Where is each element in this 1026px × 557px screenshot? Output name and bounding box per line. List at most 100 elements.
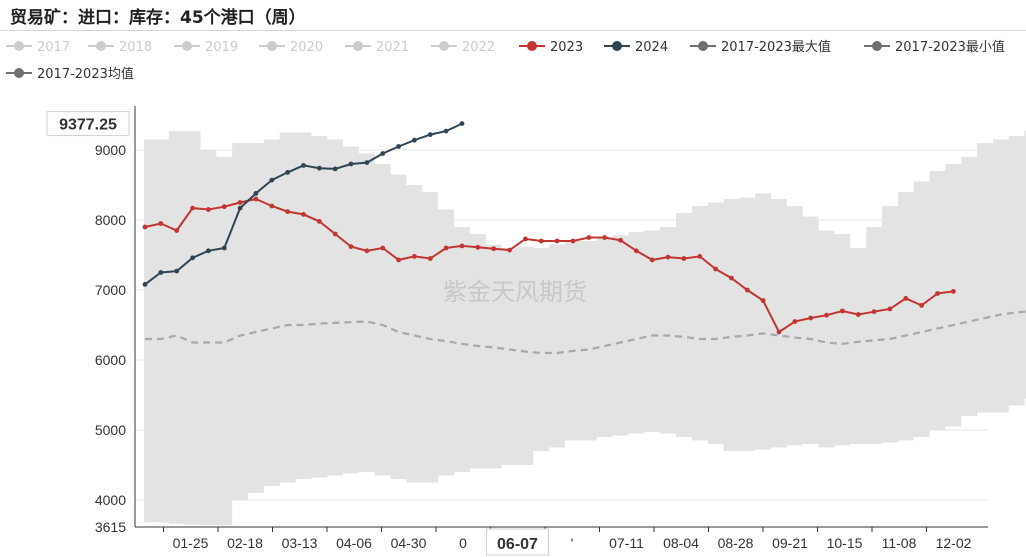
data-point <box>871 309 877 315</box>
data-point <box>332 231 338 237</box>
legend-item[interactable]: 2020 <box>259 40 323 55</box>
axis-pointer-x-label: 06-07 <box>497 536 538 553</box>
data-point <box>665 254 671 260</box>
legend-swatch-marker <box>182 41 192 51</box>
legend-label: 2021 <box>376 40 409 55</box>
legend-swatch-marker <box>872 41 882 51</box>
legend-swatch-marker <box>439 41 449 51</box>
legend-item[interactable]: 2017-2023最小值 <box>864 39 1005 55</box>
x-tick-label: 02-18 <box>227 535 263 551</box>
data-point <box>760 298 766 303</box>
y-tick-label: 4000 <box>95 492 126 508</box>
x-tick-label: 0 <box>459 535 467 551</box>
x-tick-label: 09-21 <box>772 535 808 551</box>
legend-item[interactable]: 2021 <box>345 40 409 55</box>
data-point <box>523 236 528 242</box>
data-point <box>792 319 798 324</box>
axis-pointer: 9377.25 06-07 <box>46 111 549 556</box>
legend-label: 2019 <box>205 40 238 55</box>
axes: 3615 4000 5000 6000 7000 8000 9000 01-25 02-18 03… <box>95 106 988 551</box>
x-tick-label: ' <box>571 535 574 551</box>
data-point <box>554 238 560 244</box>
data-point <box>729 275 734 281</box>
range-band <box>144 130 1026 526</box>
series-line-average <box>145 310 1026 355</box>
data-point <box>285 209 290 215</box>
legend-item[interactable]: 2019 <box>174 40 238 55</box>
legend-item[interactable]: 2024 <box>604 40 668 55</box>
data-point <box>142 282 148 287</box>
x-tick-label: 07-11 <box>609 535 644 551</box>
watermark: 紫金天风期货 <box>443 278 587 306</box>
data-point <box>348 161 354 167</box>
x-tick-label: 04-06 <box>336 535 372 551</box>
data-point <box>269 177 275 183</box>
data-point <box>840 308 845 314</box>
data-point <box>221 204 227 210</box>
legend-label: 2022 <box>462 40 495 55</box>
data-point <box>317 219 322 224</box>
legend-label: 2024 <box>635 40 668 55</box>
x-tick-label: 12-02 <box>936 535 972 551</box>
data-point <box>206 248 211 254</box>
data-point <box>586 235 592 240</box>
data-point <box>301 163 306 168</box>
data-point <box>396 257 401 263</box>
legend-item[interactable]: 2018 <box>88 40 152 55</box>
legend-swatch-marker <box>267 41 277 51</box>
data-point <box>412 137 417 143</box>
x-tick-label: 08-04 <box>663 535 699 551</box>
data-point <box>269 203 275 209</box>
data-point <box>364 248 370 254</box>
data-point <box>348 244 354 250</box>
legend-item[interactable]: 2017-2023均值 <box>6 66 134 82</box>
legend-item[interactable]: 2017 <box>6 40 70 55</box>
data-point <box>427 132 433 138</box>
legend-swatch-marker <box>353 41 363 51</box>
data-point <box>301 212 306 217</box>
x-tick-label: 10-15 <box>827 535 863 551</box>
x-tick-label: 11-08 <box>882 535 917 551</box>
data-point <box>744 287 750 293</box>
data-point <box>935 291 940 296</box>
data-point <box>253 196 259 202</box>
data-point <box>887 306 893 312</box>
data-point <box>491 246 497 252</box>
legend-swatch-marker <box>698 41 708 51</box>
data-series <box>142 121 956 335</box>
legend-label: 2020 <box>290 40 323 55</box>
data-point <box>697 254 703 259</box>
data-point <box>206 207 211 212</box>
legend-swatch-marker <box>527 41 537 51</box>
legend-label: 2017-2023最大值 <box>721 39 831 55</box>
x-tick-label: 01-25 <box>173 535 209 551</box>
chart-title: 贸易矿：进口：库存：45个港口（周） <box>10 8 306 28</box>
legend-item[interactable]: 2022 <box>431 40 495 55</box>
data-point <box>602 235 607 240</box>
data-point <box>808 315 814 321</box>
data-point <box>951 289 956 294</box>
data-point <box>618 237 623 243</box>
legend-item[interactable]: 2017-2023最大值 <box>690 39 831 55</box>
y-tick-label: 7000 <box>95 282 126 298</box>
data-point <box>855 312 861 317</box>
legend-item[interactable]: 2023 <box>519 40 583 55</box>
data-point <box>158 221 164 226</box>
data-point <box>459 121 465 126</box>
data-point <box>317 165 322 171</box>
max-min-band <box>144 130 1026 526</box>
data-point <box>190 255 196 261</box>
legend-swatch-marker <box>612 41 622 51</box>
data-point <box>824 312 829 318</box>
data-point <box>919 303 924 308</box>
x-tick-label: 04-30 <box>391 535 427 551</box>
data-point <box>570 238 576 244</box>
data-point <box>412 254 417 259</box>
data-point <box>237 200 243 205</box>
legend-swatch-marker <box>96 41 106 51</box>
data-point <box>380 245 386 251</box>
data-point <box>459 243 465 249</box>
legend-label: 2017-2023最小值 <box>895 39 1005 55</box>
axis-pointer-y-label: 9377.25 <box>59 117 117 134</box>
legend-swatch-marker <box>14 68 24 78</box>
